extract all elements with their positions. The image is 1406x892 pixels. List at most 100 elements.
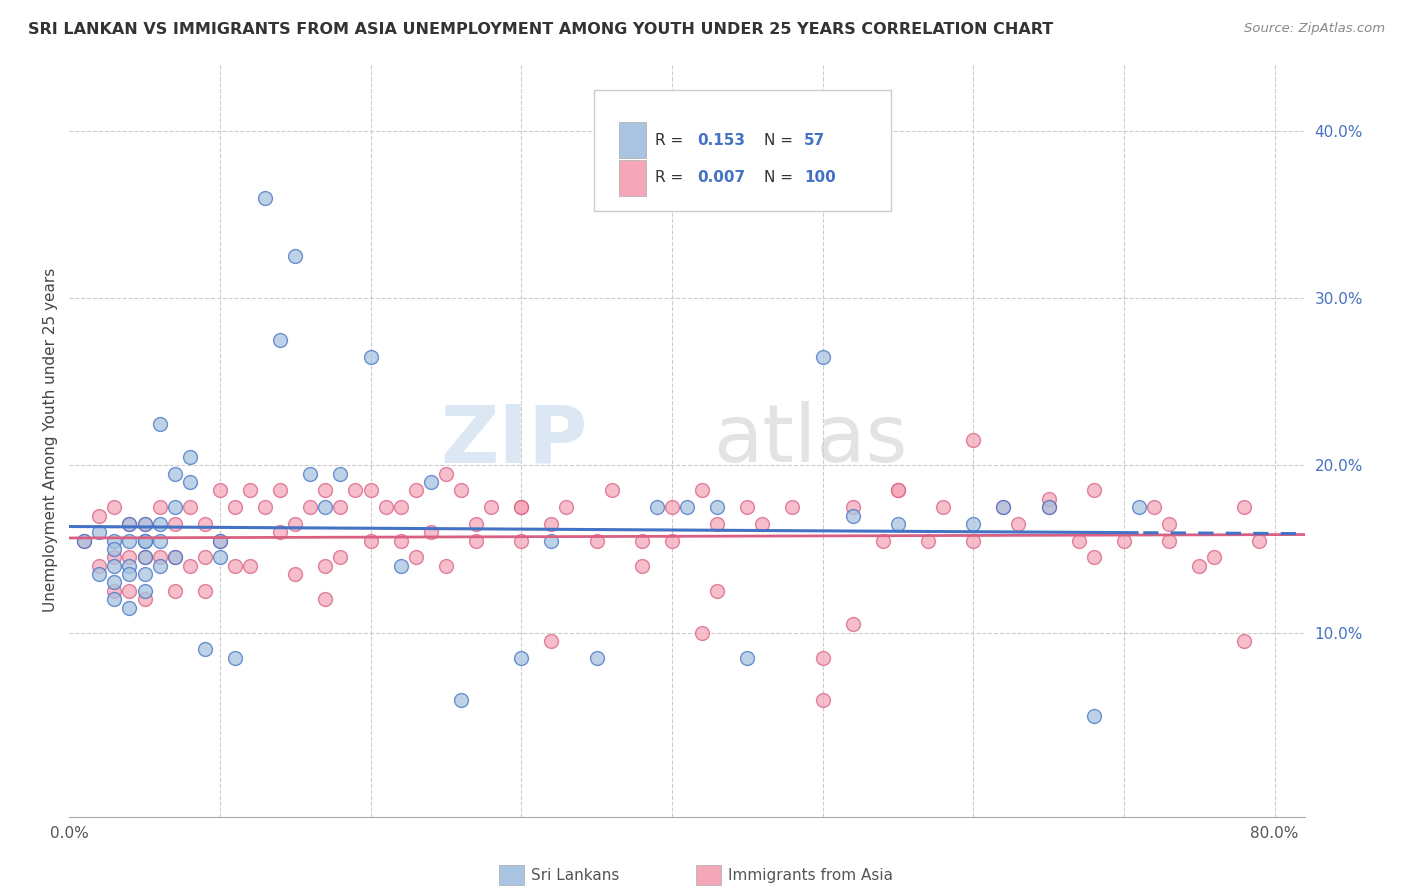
Point — [118, 600, 141, 615]
Point — [299, 500, 322, 515]
Point — [134, 567, 156, 582]
Point — [630, 533, 652, 548]
Point — [706, 500, 728, 515]
Point — [962, 434, 984, 448]
Point — [163, 500, 186, 515]
Point — [510, 500, 533, 515]
Point — [89, 558, 111, 573]
Text: 100: 100 — [804, 170, 837, 186]
Text: Sri Lankans: Sri Lankans — [531, 868, 620, 882]
Point — [329, 500, 352, 515]
Point — [405, 550, 427, 565]
Point — [1007, 516, 1029, 531]
Point — [1157, 533, 1180, 548]
Point — [419, 525, 441, 540]
Text: 0.007: 0.007 — [697, 170, 745, 186]
Point — [1143, 500, 1166, 515]
Point — [1038, 500, 1060, 515]
Text: atlas: atlas — [713, 401, 908, 479]
Point — [993, 500, 1015, 515]
Point — [1204, 550, 1226, 565]
Point — [103, 575, 125, 590]
Text: SRI LANKAN VS IMMIGRANTS FROM ASIA UNEMPLOYMENT AMONG YOUTH UNDER 25 YEARS CORRE: SRI LANKAN VS IMMIGRANTS FROM ASIA UNEMP… — [28, 22, 1053, 37]
Point — [314, 558, 336, 573]
Point — [89, 508, 111, 523]
Point — [179, 450, 201, 464]
Point — [89, 567, 111, 582]
Point — [585, 533, 607, 548]
Point — [194, 642, 217, 657]
Point — [299, 467, 322, 481]
Text: Immigrants from Asia: Immigrants from Asia — [728, 868, 893, 882]
Point — [735, 500, 758, 515]
Point — [465, 516, 488, 531]
Bar — [619, 122, 647, 158]
Point — [284, 249, 307, 263]
Text: 57: 57 — [804, 133, 825, 147]
Point — [118, 583, 141, 598]
Point — [103, 583, 125, 598]
Point — [329, 467, 352, 481]
Point — [389, 500, 412, 515]
Point — [208, 533, 231, 548]
Point — [208, 550, 231, 565]
Point — [239, 483, 262, 498]
Point — [269, 483, 291, 498]
Point — [149, 516, 172, 531]
Point — [360, 350, 382, 364]
Point — [118, 558, 141, 573]
Point — [841, 617, 863, 632]
Point — [630, 558, 652, 573]
Point — [344, 483, 367, 498]
Point — [73, 533, 96, 548]
Point — [841, 500, 863, 515]
Point — [434, 467, 457, 481]
Point — [1038, 500, 1060, 515]
Point — [224, 650, 246, 665]
Point — [887, 483, 910, 498]
Point — [134, 592, 156, 607]
Text: N =: N = — [763, 133, 793, 147]
Bar — [619, 160, 647, 195]
Point — [1188, 558, 1211, 573]
FancyBboxPatch shape — [595, 90, 891, 211]
Point — [269, 525, 291, 540]
Point — [103, 550, 125, 565]
Point — [706, 516, 728, 531]
Point — [194, 583, 217, 598]
Point — [118, 516, 141, 531]
Point — [841, 508, 863, 523]
Point — [782, 500, 804, 515]
Point — [872, 533, 894, 548]
Point — [149, 500, 172, 515]
Point — [103, 558, 125, 573]
Point — [993, 500, 1015, 515]
Point — [510, 533, 533, 548]
Point — [706, 583, 728, 598]
Point — [329, 550, 352, 565]
Point — [450, 483, 472, 498]
Point — [887, 483, 910, 498]
Point — [224, 558, 246, 573]
Point — [314, 483, 336, 498]
Point — [1083, 483, 1105, 498]
Point — [134, 550, 156, 565]
Point — [389, 558, 412, 573]
Point — [284, 516, 307, 531]
Point — [179, 500, 201, 515]
Point — [208, 533, 231, 548]
Point — [751, 516, 773, 531]
Point — [103, 542, 125, 557]
Point — [434, 558, 457, 573]
Point — [134, 533, 156, 548]
Point — [540, 533, 562, 548]
Point — [134, 583, 156, 598]
Point — [962, 516, 984, 531]
Point — [811, 350, 834, 364]
Text: Source: ZipAtlas.com: Source: ZipAtlas.com — [1244, 22, 1385, 36]
Point — [118, 567, 141, 582]
Point — [1233, 634, 1256, 648]
Point — [405, 483, 427, 498]
Point — [149, 417, 172, 431]
Point — [585, 650, 607, 665]
